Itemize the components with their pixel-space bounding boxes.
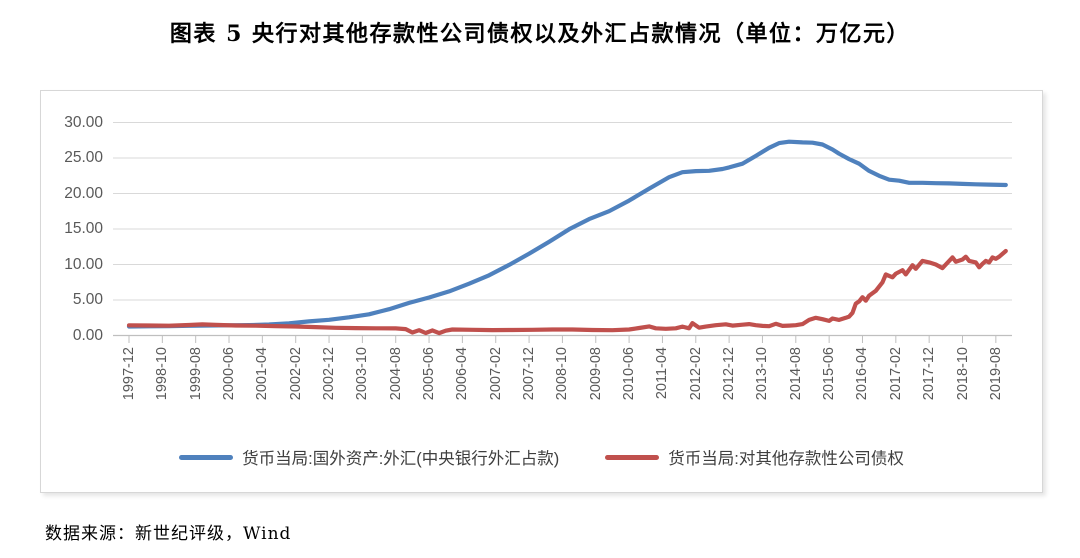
x-tick-label: 2016-04 (854, 347, 871, 401)
x-tick-label: 2017-02 (887, 347, 904, 401)
x-tick-label: 2012-12 (721, 347, 738, 401)
x-tick-label: 2000-06 (221, 347, 238, 401)
x-tick-label: 2019-08 (987, 347, 1004, 401)
x-tick-label: 2015-06 (821, 347, 838, 401)
y-tick-label: 25.00 (64, 149, 103, 166)
y-tick-label: 15.00 (64, 220, 103, 237)
figure-title: 图表 5 央行对其他存款性公司债权以及外汇占款情况（单位：万亿元） (169, 21, 911, 47)
legend-item-claims: 货币当局:对其他存款性公司债权 (605, 445, 904, 469)
chart-legend: 货币当局:国外资产:外汇(中央银行外汇占款) 货币当局:对其他存款性公司债权 (41, 445, 1042, 469)
x-tick-label: 2017-12 (921, 347, 938, 401)
x-tick-label: 2002-02 (287, 347, 304, 401)
x-tick-label: 2008-10 (554, 347, 571, 401)
x-tick-label: 2009-08 (587, 347, 604, 401)
x-tick-label: 2011-04 (654, 347, 671, 400)
legend-swatch-fx-line (179, 454, 234, 460)
y-tick-label: 20.00 (64, 184, 103, 202)
legend-label-claims: 货币当局:对其他存款性公司债权 (668, 450, 904, 468)
x-tick-label: 2010-06 (621, 347, 638, 401)
x-tick-label: 1999-08 (187, 347, 204, 401)
series-line-claims (126, 248, 1008, 336)
x-tick-label: 1998-10 (154, 347, 171, 401)
x-tick-label: 2007-12 (521, 347, 538, 401)
series-line-fx (126, 139, 1008, 329)
y-tick-label: 0.00 (72, 326, 103, 344)
x-tick-label: 2018-10 (954, 347, 971, 401)
y-tick-label: 30.00 (64, 113, 103, 131)
x-tick-label: 2002-12 (321, 347, 338, 401)
x-tick-label: 2005-06 (421, 347, 438, 401)
y-tick-label: 5.00 (72, 291, 103, 308)
data-source-note: 数据来源：新世纪评级，Wind (45, 524, 292, 544)
x-tick-label: 2003-10 (354, 347, 371, 401)
legend-item-fx: 货币当局:国外资产:外汇(中央银行外汇占款) (179, 445, 559, 469)
x-tick-label: 2004-08 (387, 347, 404, 401)
x-tick-label: 2013-10 (754, 347, 771, 401)
line-chart-plot (113, 122, 1012, 343)
x-tick-label: 2007-02 (487, 347, 504, 401)
legend-swatch-claims-line (605, 454, 660, 460)
x-tick-label: 2006-04 (454, 347, 471, 401)
x-tick-label: 2012-02 (687, 347, 704, 401)
legend-label-fx: 货币当局:国外资产:外汇(中央银行外汇占款) (242, 450, 560, 468)
chart-frame: 0.00 5.00 10.00 15.00 20.00 25.00 30.00 1997-1… (40, 90, 1043, 493)
y-tick-label: 10.00 (64, 255, 103, 273)
x-tick-label: 2001-04 (254, 347, 271, 401)
x-tick-label: 1997-12 (121, 347, 137, 401)
x-tick-label: 2014-08 (787, 347, 804, 401)
